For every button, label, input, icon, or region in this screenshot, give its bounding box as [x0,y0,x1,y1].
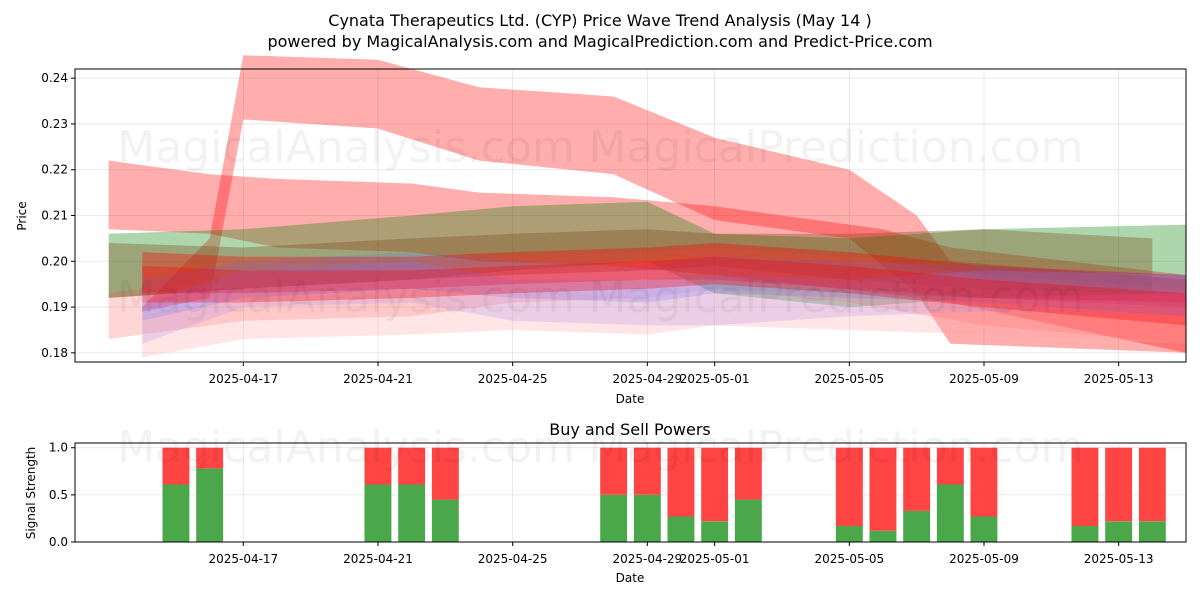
price-wave-band-4 [142,243,1186,303]
price-x-tick-label-7: 2025-05-13 [1084,372,1154,386]
price-x-tick-label-2: 2025-04-25 [478,372,548,386]
chart-title-line2: powered by MagicalAnalysis.com and Magic… [267,32,932,51]
price-x-tick-label-0: 2025-04-17 [208,372,278,386]
signal-x-ticks: 2025-04-17 2025-04-21 2025-04-25 2025-04-29… [208,542,1154,566]
signal-chart-title: Buy and Sell Powers [549,420,711,439]
watermark-mid-1: MagicalAnalysis.com [117,272,575,323]
sell-bar-0 [162,447,190,485]
signal-panel: Buy and Sell Powers MagicalAnalysis.com … [24,420,1187,585]
signal-x-tick-label-4: 2025-05-01 [680,552,750,566]
price-wave-band-6 [142,261,1186,344]
price-wave-band-1 [142,55,1186,353]
signal-y-tick-label-1: 0.5 [49,488,68,502]
buy-bar-7 [667,516,695,542]
buy-bar-10 [835,526,863,542]
signal-x-tick-label-2: 2025-04-25 [478,552,548,566]
sell-bar-10 [835,447,863,526]
sell-bar-7 [667,447,695,517]
signal-x-tick-label-7: 2025-05-13 [1084,552,1154,566]
price-wave-band-9 [142,256,1186,326]
buy-bar-17 [1138,521,1166,542]
price-x-tick-label-1: 2025-04-21 [343,372,413,386]
chart-title-line1: Cynata Therapeutics Ltd. (CYP) Price Wav… [328,11,871,30]
price-x-tick-label-4: 2025-05-01 [680,372,750,386]
price-y-tick-label-4: 0.22 [41,163,68,177]
signal-x-tick-label-1: 2025-04-21 [343,552,413,566]
sell-bar-14 [970,447,998,517]
price-y-tick-label-3: 0.21 [41,209,68,223]
sell-bar-17 [1138,447,1166,522]
price-y-tick-label-0: 0.18 [41,346,68,360]
buy-bar-1 [196,468,224,542]
signal-plot-frame [74,442,1187,543]
price-wave-bands [108,55,1187,358]
buy-bar-0 [162,484,190,542]
buy-bar-11 [869,530,897,542]
watermark-bottom-2: MagicalPrediction.com [589,422,1084,473]
signal-x-tick-label-5: 2025-05-05 [814,552,884,566]
signal-y-ticks: 0.0 0.5 1.0 [49,441,75,549]
sell-bar-8 [701,447,729,522]
price-x-tick-label-3: 2025-04-29 [612,372,682,386]
signal-y-tick-label-2: 1.0 [49,441,68,455]
price-y-tick-label-5: 0.23 [41,117,68,131]
sell-bar-12 [903,447,931,511]
price-y-axis-label: Price [15,201,29,230]
price-y-tick-label-1: 0.19 [41,300,68,314]
price-wave-band-8 [142,252,1186,321]
price-panel: MagicalAnalysis.com MagicalPrediction.co… [15,55,1187,406]
buy-bar-8 [701,521,729,542]
price-plot-area [75,69,1186,362]
sell-bar-11 [869,447,897,531]
sell-bar-15 [1071,447,1099,526]
price-x-axis-label: Date [616,392,645,406]
buy-bar-13 [936,484,964,542]
buy-bar-5 [600,494,628,542]
signal-x-axis-label: Date [616,571,645,585]
buy-bar-16 [1105,521,1133,542]
sell-bar-1 [196,447,224,469]
watermark-mid-2: MagicalPrediction.com [589,272,1084,323]
price-wave-band-7 [142,288,1186,358]
sell-bar-16 [1105,447,1133,522]
signal-plot-area [75,443,1186,542]
price-y-tick-label-6: 0.24 [41,71,68,85]
price-x-tick-label-5: 2025-05-05 [814,372,884,386]
price-wave-band-2 [108,201,1187,308]
signal-y-tick-label-0: 0.0 [49,535,68,549]
price-wave-band-0 [108,160,1187,353]
buy-bar-6 [633,494,661,542]
price-x-ticks: 2025-04-17 2025-04-21 2025-04-25 2025-04-29… [208,362,1154,386]
buy-bar-15 [1071,526,1099,542]
price-grid [75,69,1186,362]
sell-bar-9 [734,447,762,500]
buy-bar-4 [431,499,459,542]
buy-bar-9 [734,499,762,542]
signal-x-tick-label-6: 2025-05-09 [949,552,1019,566]
price-wave-band-3 [108,229,1153,298]
price-x-tick-label-6: 2025-05-09 [949,372,1019,386]
signal-bars [162,447,1166,542]
sell-bar-13 [936,447,964,485]
price-y-ticks: 0.18 0.19 0.20 0.21 0.22 0.23 0.24 [41,71,75,360]
sell-bar-5 [600,447,628,495]
sell-bar-6 [633,447,661,495]
signal-y-axis-label: Signal Strength [24,447,38,540]
price-wave-band-5 [108,247,1187,344]
signal-x-tick-label-0: 2025-04-17 [208,552,278,566]
sell-bar-4 [431,447,459,500]
buy-bar-3 [398,484,426,542]
buy-bar-12 [903,510,931,542]
signal-x-tick-label-3: 2025-04-29 [612,552,682,566]
watermark-top-2: MagicalPrediction.com [589,122,1084,173]
buy-bar-2 [364,484,392,542]
watermark-top-1: MagicalAnalysis.com [117,122,575,173]
sell-bar-2 [364,447,392,485]
watermark-bottom-1: MagicalAnalysis.com [117,422,575,473]
price-y-tick-label-2: 0.20 [41,254,68,268]
sell-bar-3 [398,447,426,485]
buy-bar-14 [970,516,998,542]
